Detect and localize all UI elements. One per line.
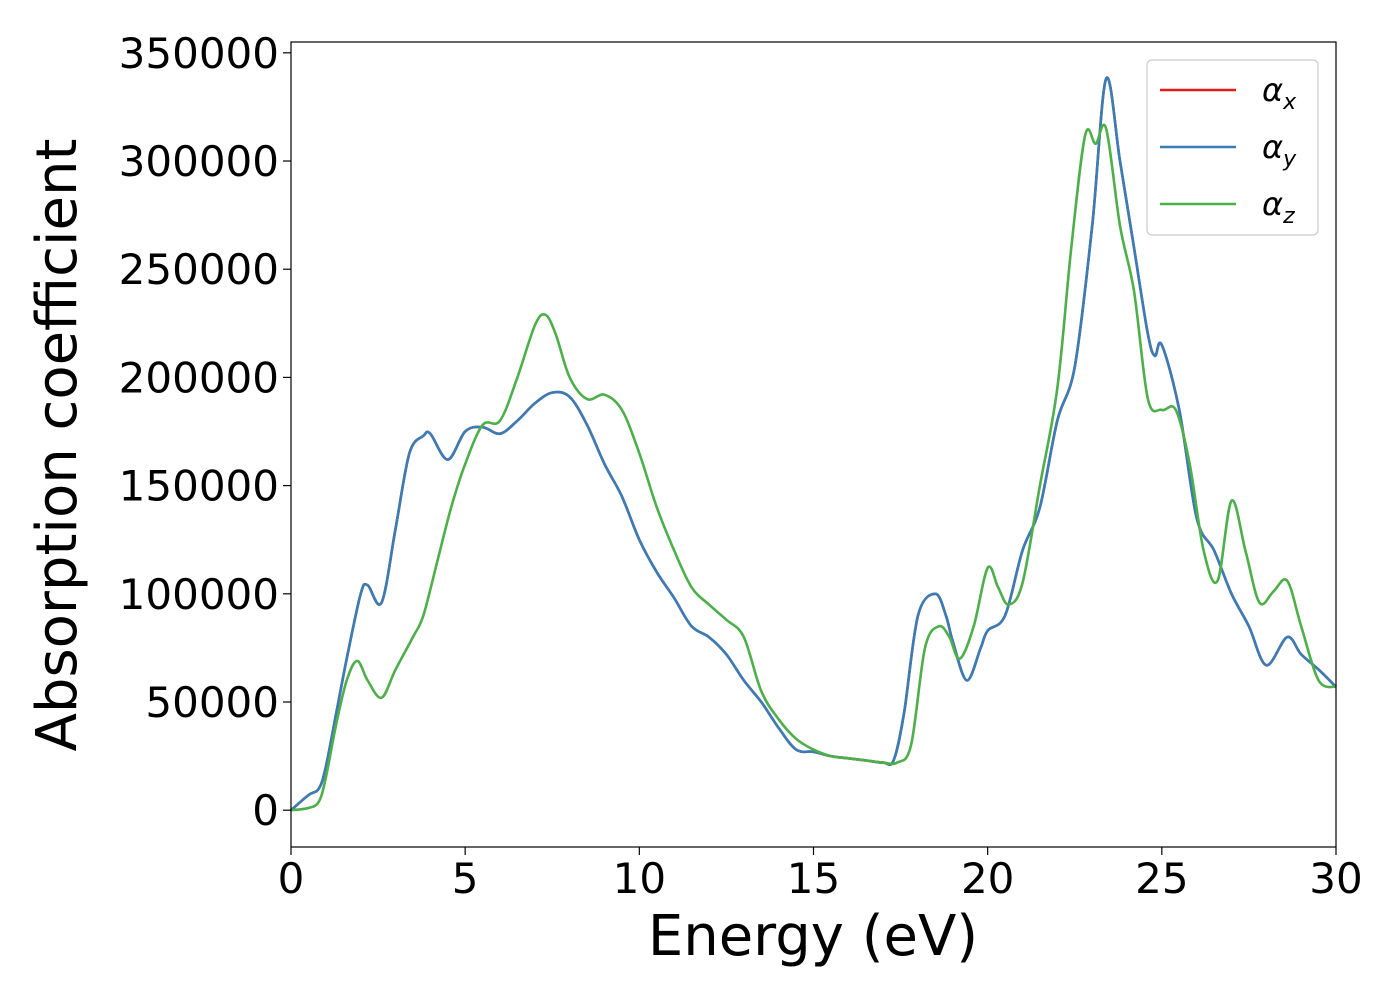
x-tick-label: 30 [1309, 854, 1362, 903]
x-tick-label: 5 [452, 854, 479, 903]
y-axis-label: Absorption coefficient [25, 139, 90, 752]
x-tick-label: 15 [787, 854, 840, 903]
y-tick-label: 0 [252, 786, 279, 835]
y-tick-label: 100000 [119, 570, 279, 619]
y-tick-label: 300000 [119, 137, 279, 186]
tick-layer: 0 5 10 15 20 25 30 0 50000 100000 150000 200000 2500… [119, 29, 1363, 903]
y-tick-label: 250000 [119, 245, 279, 294]
legend: αx αy αz [1146, 59, 1319, 236]
legend-label: αx [1262, 71, 1297, 115]
x-tick-label: 10 [613, 854, 666, 903]
y-tick-label: 150000 [119, 462, 279, 511]
x-axis-label: Energy (eV) [648, 904, 978, 969]
legend-label: αy [1262, 128, 1297, 172]
y-tick-label: 200000 [119, 353, 279, 402]
plot-frame [290, 41, 1337, 848]
series-line-alpha-z [290, 123, 1337, 812]
series-layer [290, 76, 1337, 812]
x-tick-label: 20 [961, 854, 1014, 903]
y-tick-label: 50000 [145, 678, 279, 727]
y-tick-label: 350000 [119, 29, 279, 78]
x-tick-label: 25 [1135, 854, 1188, 903]
legend-label: αz [1262, 185, 1295, 229]
x-tick-label: 0 [278, 854, 305, 903]
